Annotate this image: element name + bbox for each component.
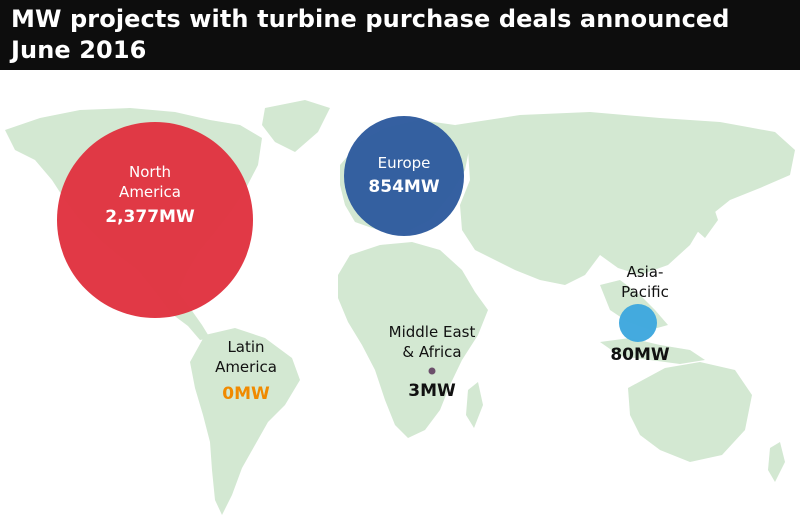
europe-value: 854MW (368, 177, 440, 197)
asia-pacific-value-label: 80MW (610, 344, 669, 366)
europe-label: Europe 854MW (368, 153, 439, 198)
north-america-value: 2,377MW (105, 207, 195, 227)
middle-east-africa-name-line-1: Middle East (388, 323, 476, 341)
asia-pacific-name-line-1: Asia- (626, 263, 664, 281)
middle-east-africa-label: Middle East & Africa (389, 322, 476, 362)
new-zealand-land (768, 442, 785, 482)
region-bubbles (57, 116, 657, 375)
latin-america-label: Latin America 0MW (215, 337, 277, 405)
north-america-label: North America 2,377MW (105, 162, 194, 228)
europe-name: Europe (377, 154, 431, 172)
north-america-name-line-1: North (129, 163, 171, 181)
title-bar: MW projects with turbine purchase deals … (0, 0, 800, 70)
madagascar-land (466, 382, 483, 428)
asia-pacific-value: 80MW (610, 345, 670, 365)
asia-pacific-bubble (619, 304, 657, 342)
middle-east-africa-name-line-2: & Africa (402, 343, 462, 361)
world-map (0, 70, 800, 532)
europe-bubble (344, 116, 464, 236)
japan-land (696, 202, 718, 238)
title-line-1: MW projects with turbine purchase deals … (11, 5, 730, 33)
greenland-land (262, 100, 330, 152)
australia-land (628, 362, 752, 462)
north-america-bubble (57, 122, 253, 318)
latin-america-name-line-2: America (215, 358, 277, 376)
middle-east-africa-value: 3MW (408, 381, 456, 401)
middle-east-africa-value-label: 3MW (408, 380, 456, 402)
asia-pacific-label: Asia- Pacific (621, 262, 669, 302)
indonesia-land (600, 338, 705, 364)
title-line-2: June 2016 (11, 36, 147, 64)
south-america-land (190, 328, 300, 515)
asia-land (455, 112, 795, 285)
north-america-name-line-2: America (119, 183, 181, 201)
middle-east-africa-bubble (428, 367, 436, 375)
world-map-svg (5, 100, 795, 515)
latin-america-value: 0MW (222, 384, 270, 404)
asia-pacific-name-line-2: Pacific (621, 283, 669, 301)
latin-america-name-line-1: Latin (227, 338, 265, 356)
africa-land (338, 242, 488, 438)
